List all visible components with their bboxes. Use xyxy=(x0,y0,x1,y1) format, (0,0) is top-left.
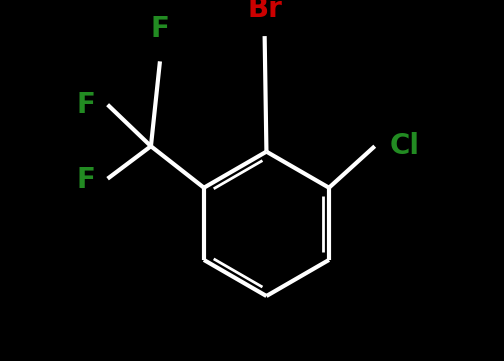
Text: Cl: Cl xyxy=(389,132,419,160)
Text: Br: Br xyxy=(247,0,282,23)
Text: F: F xyxy=(76,91,95,119)
Text: F: F xyxy=(151,15,169,43)
Text: F: F xyxy=(76,166,95,195)
